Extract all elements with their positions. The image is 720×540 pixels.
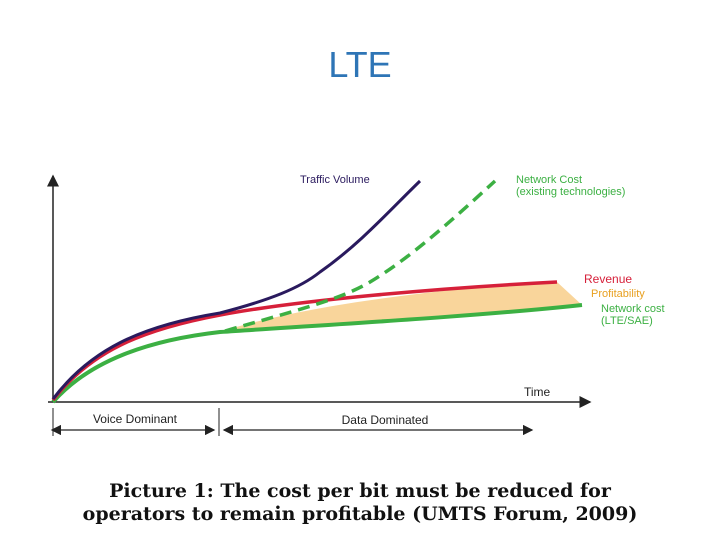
label-profitability: Profitability: [591, 288, 645, 300]
label-time: Time: [524, 385, 551, 399]
network-cost-existing-curve: [224, 179, 497, 333]
label-revenue: Revenue: [584, 272, 632, 286]
traffic-volume-curve: [51, 179, 422, 400]
caption-line-1: Picture 1: The cost per bit must be redu…: [109, 480, 611, 502]
label-network-cost-existing: Network Cost: [516, 174, 582, 186]
figure-caption: Picture 1: The cost per bit must be redu…: [14, 480, 706, 526]
label-traffic-volume: Traffic Volume: [300, 174, 370, 186]
caption-line-2: operators to remain profitable (UMTS For…: [82, 503, 638, 525]
label-network-cost-lte: Network cost: [601, 303, 665, 315]
label-network-cost-existing-sub: (existing technologies): [516, 186, 625, 198]
label-voice-dominant: Voice Dominant: [93, 412, 178, 426]
network-cost-lte-curve: [51, 303, 583, 404]
label-data-dominated: Data Dominated: [342, 413, 429, 427]
profitability-area: [220, 282, 582, 332]
label-network-cost-lte-sub: (LTE/SAE): [601, 315, 653, 327]
revenue-curve: [51, 280, 558, 402]
slide-title: LTE: [328, 44, 392, 85]
